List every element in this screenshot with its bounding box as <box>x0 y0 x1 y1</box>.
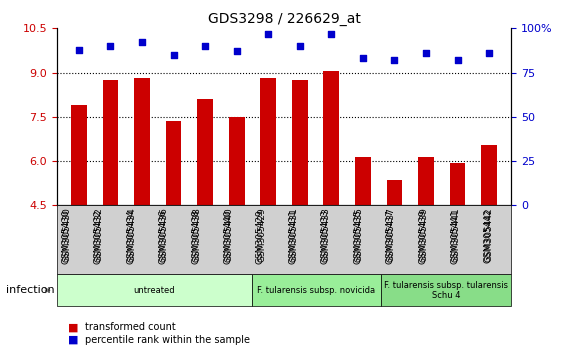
Point <box>390 57 399 63</box>
Text: GSM305429: GSM305429 <box>257 207 266 262</box>
Bar <box>450 162 465 205</box>
Text: GSM305441: GSM305441 <box>450 209 460 264</box>
Text: GSM305437: GSM305437 <box>387 207 396 262</box>
Text: GSM305442: GSM305442 <box>485 207 493 262</box>
Text: GSM305435: GSM305435 <box>354 207 364 262</box>
Title: GDS3298 / 226629_at: GDS3298 / 226629_at <box>207 12 361 26</box>
Bar <box>481 145 497 205</box>
Text: GSM305438: GSM305438 <box>192 207 201 262</box>
Text: GSM305432: GSM305432 <box>95 207 104 262</box>
Text: GSM305438: GSM305438 <box>191 209 200 264</box>
Point <box>485 50 494 56</box>
Bar <box>323 71 339 205</box>
Point <box>232 48 241 54</box>
Bar <box>197 99 213 205</box>
Bar <box>260 79 276 205</box>
Point <box>453 57 462 63</box>
Bar <box>292 80 308 205</box>
Bar <box>134 79 150 205</box>
Text: ■: ■ <box>68 322 78 332</box>
Text: GSM305437: GSM305437 <box>386 209 395 264</box>
Text: untreated: untreated <box>133 286 175 295</box>
Point <box>169 52 178 58</box>
Text: GSM305434: GSM305434 <box>127 207 136 262</box>
Text: transformed count: transformed count <box>85 322 176 332</box>
Point <box>106 43 115 49</box>
Text: GSM305436: GSM305436 <box>160 207 169 262</box>
Bar <box>71 105 87 205</box>
Point <box>137 40 147 45</box>
Point <box>295 43 304 49</box>
Text: F. tularensis subsp. tularensis
Schu 4: F. tularensis subsp. tularensis Schu 4 <box>385 281 508 300</box>
Text: GSM305433: GSM305433 <box>322 207 331 262</box>
Text: GSM305430: GSM305430 <box>62 207 72 262</box>
Point <box>327 31 336 36</box>
Text: GSM305439: GSM305439 <box>419 207 428 262</box>
Text: GSM305431: GSM305431 <box>290 207 299 262</box>
Point <box>358 56 367 61</box>
Text: F. tularensis subsp. novicida: F. tularensis subsp. novicida <box>257 286 375 295</box>
Text: percentile rank within the sample: percentile rank within the sample <box>85 335 250 345</box>
Text: GSM305442: GSM305442 <box>483 209 492 263</box>
Text: GSM305441: GSM305441 <box>452 207 461 262</box>
Text: infection: infection <box>6 285 55 295</box>
Text: ■: ■ <box>68 335 78 345</box>
Text: GSM305439: GSM305439 <box>418 209 427 264</box>
Text: GSM305430: GSM305430 <box>61 209 70 264</box>
Text: GSM305440: GSM305440 <box>223 209 232 264</box>
Text: GSM305429: GSM305429 <box>256 209 265 264</box>
Text: GSM305432: GSM305432 <box>94 209 103 264</box>
Text: GSM305435: GSM305435 <box>353 209 362 264</box>
Text: GSM305431: GSM305431 <box>289 209 298 264</box>
Text: GSM305436: GSM305436 <box>158 209 168 264</box>
Text: GSM305433: GSM305433 <box>321 209 330 264</box>
Bar <box>355 156 371 205</box>
Point <box>74 47 83 52</box>
Bar <box>166 121 181 205</box>
Bar <box>418 156 434 205</box>
Bar <box>103 80 118 205</box>
Point <box>264 31 273 36</box>
Text: GSM305440: GSM305440 <box>224 207 233 262</box>
Bar <box>229 117 245 205</box>
Text: GSM305434: GSM305434 <box>126 209 135 264</box>
Point <box>421 50 431 56</box>
Bar <box>387 180 402 205</box>
Point <box>201 43 210 49</box>
